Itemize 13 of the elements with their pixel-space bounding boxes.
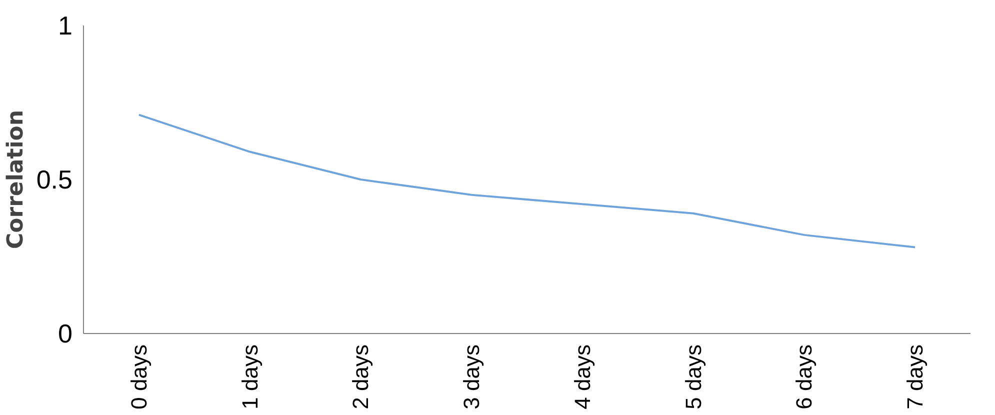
y-tick-label: 1 <box>58 10 73 40</box>
line-series <box>138 114 916 248</box>
y-tick-label: 0.5 <box>36 164 73 194</box>
x-tick-label: 5 days <box>680 344 706 410</box>
x-tick-label: 7 days <box>902 344 928 410</box>
y-axis-title: Correlation <box>3 110 28 250</box>
x-tick-label: 1 days <box>237 344 262 410</box>
x-tick-label: 0 days <box>126 344 152 410</box>
y-tick-label: 0 <box>58 318 73 348</box>
x-tick-label: 3 days <box>459 344 484 410</box>
x-tick-label: 2 days <box>348 344 374 410</box>
x-tick-label: 6 days <box>792 344 817 410</box>
x-tick-label: 4 days <box>570 344 595 410</box>
